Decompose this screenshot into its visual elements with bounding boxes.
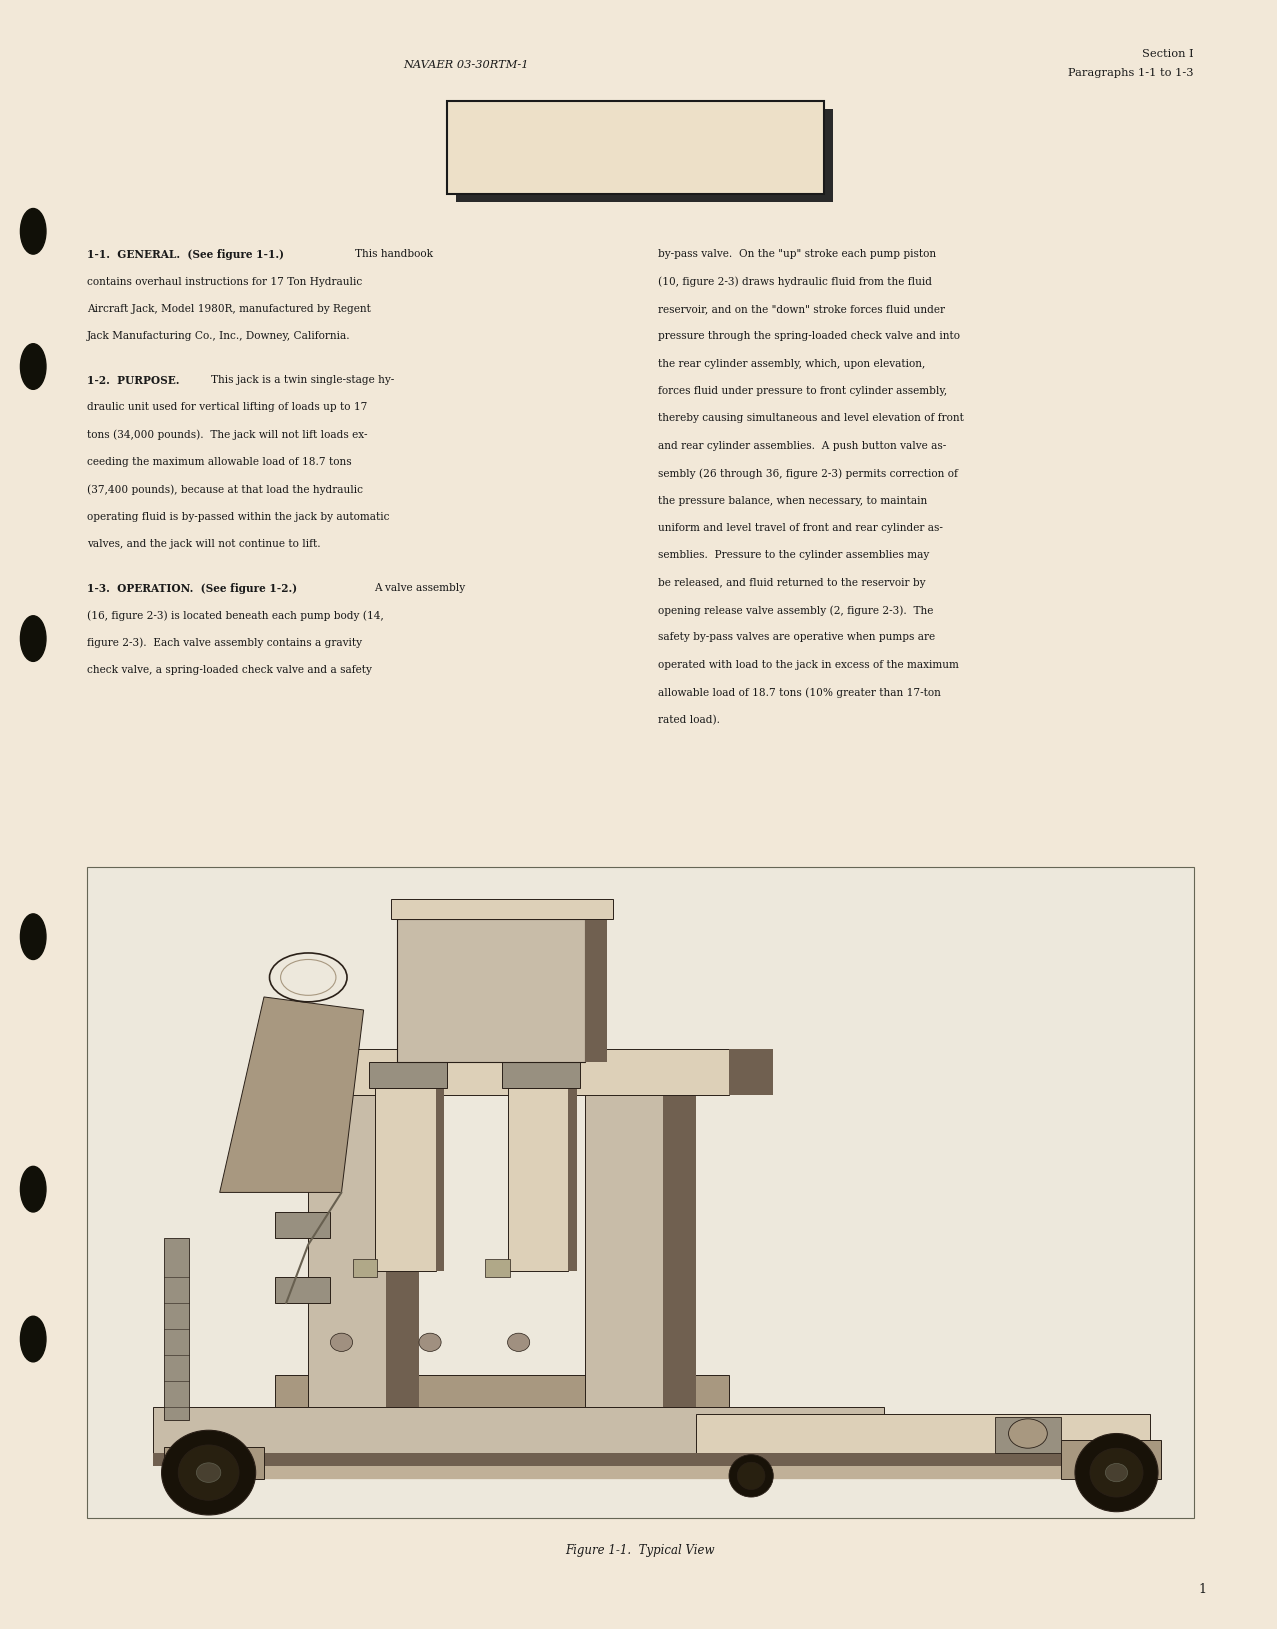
Text: Paragraphs 1-1 to 1-3: Paragraphs 1-1 to 1-3: [1069, 68, 1194, 78]
Polygon shape: [585, 1062, 663, 1407]
FancyBboxPatch shape: [447, 101, 824, 194]
Polygon shape: [663, 1062, 696, 1407]
FancyBboxPatch shape: [456, 109, 833, 202]
Ellipse shape: [331, 1333, 352, 1352]
Ellipse shape: [1091, 1448, 1143, 1497]
Text: check valve, a spring-loaded check valve and a safety: check valve, a spring-loaded check valve…: [87, 665, 372, 674]
Text: (10, figure 2-3) draws hydraulic fluid from the fluid: (10, figure 2-3) draws hydraulic fluid f…: [658, 277, 932, 287]
Bar: [87, 867, 1194, 1518]
Polygon shape: [696, 1414, 1149, 1453]
Ellipse shape: [20, 209, 46, 254]
Polygon shape: [275, 1049, 729, 1095]
Polygon shape: [696, 1453, 1149, 1466]
Text: sembly (26 through 36, figure 2-3) permits correction of: sembly (26 through 36, figure 2-3) permi…: [658, 468, 958, 479]
Bar: [374, 1088, 435, 1271]
Text: This jack is a twin single-stage hy-: This jack is a twin single-stage hy-: [211, 375, 395, 384]
Bar: [397, 919, 585, 1062]
Polygon shape: [1061, 1440, 1161, 1479]
Text: Jack Manufacturing Co., Inc., Downey, California.: Jack Manufacturing Co., Inc., Downey, Ca…: [87, 331, 350, 342]
Polygon shape: [391, 899, 613, 919]
Text: tons (34,000 pounds).  The jack will not lift loads ex-: tons (34,000 pounds). The jack will not …: [87, 430, 368, 440]
Bar: [507, 1088, 568, 1271]
Polygon shape: [369, 1062, 447, 1088]
Ellipse shape: [20, 914, 46, 959]
Text: operated with load to the jack in excess of the maximum: operated with load to the jack in excess…: [658, 660, 959, 670]
Text: forces fluid under pressure to front cylinder assembly,: forces fluid under pressure to front cyl…: [658, 386, 946, 396]
Polygon shape: [308, 1062, 386, 1407]
Text: uniform and level travel of front and rear cylinder as-: uniform and level travel of front and re…: [658, 523, 942, 533]
Polygon shape: [165, 1447, 264, 1479]
Ellipse shape: [197, 1463, 221, 1482]
Text: Section I: Section I: [1143, 49, 1194, 59]
Text: 1: 1: [1199, 1583, 1207, 1596]
Bar: [435, 1088, 444, 1271]
Polygon shape: [275, 1277, 331, 1303]
Polygon shape: [153, 1453, 884, 1466]
Text: operating fluid is by-passed within the jack by automatic: operating fluid is by-passed within the …: [87, 512, 389, 521]
Text: SECTION I: SECTION I: [590, 125, 682, 138]
Bar: [352, 1259, 377, 1277]
Text: 1-1.  GENERAL.  (See figure 1-1.): 1-1. GENERAL. (See figure 1-1.): [87, 249, 291, 261]
Text: the pressure balance, when necessary, to maintain: the pressure balance, when necessary, to…: [658, 495, 927, 505]
Ellipse shape: [729, 1455, 774, 1497]
Text: by-pass valve.  On the "up" stroke each pump piston: by-pass valve. On the "up" stroke each p…: [658, 249, 936, 259]
Polygon shape: [153, 1407, 884, 1453]
Ellipse shape: [162, 1430, 255, 1515]
Text: (16, figure 2-3) is located beneath each pump body (14,: (16, figure 2-3) is located beneath each…: [87, 611, 383, 621]
Text: NAVAER 03-30RTM-1: NAVAER 03-30RTM-1: [404, 60, 529, 70]
Bar: [585, 919, 607, 1062]
Ellipse shape: [20, 616, 46, 661]
Text: draulic unit used for vertical lifting of loads up to 17: draulic unit used for vertical lifting o…: [87, 402, 368, 412]
Text: This handbook: This handbook: [355, 249, 433, 259]
Polygon shape: [386, 1062, 419, 1407]
Text: ceeding the maximum allowable load of 18.7 tons: ceeding the maximum allowable load of 18…: [87, 458, 351, 468]
Ellipse shape: [20, 1166, 46, 1212]
Polygon shape: [729, 1049, 774, 1095]
Text: 1-3.  OPERATION.  (See figure 1-2.): 1-3. OPERATION. (See figure 1-2.): [87, 583, 304, 595]
Ellipse shape: [1009, 1419, 1047, 1448]
Text: safety by-pass valves are operative when pumps are: safety by-pass valves are operative when…: [658, 632, 935, 642]
Text: 1-2.  PURPOSE.: 1-2. PURPOSE.: [87, 375, 186, 386]
Polygon shape: [275, 1212, 331, 1238]
Text: be released, and fluid returned to the reservoir by: be released, and fluid returned to the r…: [658, 578, 925, 588]
Bar: [485, 1259, 510, 1277]
Bar: [568, 1088, 577, 1271]
Text: (37,400 pounds), because at that load the hydraulic: (37,400 pounds), because at that load th…: [87, 484, 363, 495]
Ellipse shape: [419, 1333, 441, 1352]
Polygon shape: [275, 1375, 729, 1407]
Bar: [165, 1238, 189, 1420]
Ellipse shape: [1106, 1463, 1128, 1482]
Ellipse shape: [20, 344, 46, 389]
Polygon shape: [153, 1453, 1149, 1479]
Text: contains overhaul instructions for 17 Ton Hydraulic: contains overhaul instructions for 17 To…: [87, 277, 363, 287]
Text: allowable load of 18.7 tons (10% greater than 17-ton: allowable load of 18.7 tons (10% greater…: [658, 687, 941, 697]
Bar: [995, 1417, 1061, 1453]
Text: valves, and the jack will not continue to lift.: valves, and the jack will not continue t…: [87, 539, 321, 549]
Text: the rear cylinder assembly, which, upon elevation,: the rear cylinder assembly, which, upon …: [658, 358, 925, 368]
Text: figure 2-3).  Each valve assembly contains a gravity: figure 2-3). Each valve assembly contain…: [87, 639, 361, 648]
Text: reservoir, and on the "down" stroke forces fluid under: reservoir, and on the "down" stroke forc…: [658, 305, 945, 314]
Ellipse shape: [507, 1333, 530, 1352]
Polygon shape: [502, 1062, 580, 1088]
Text: and rear cylinder assemblies.  A push button valve as-: and rear cylinder assemblies. A push but…: [658, 441, 946, 451]
Ellipse shape: [1075, 1434, 1158, 1512]
Text: pressure through the spring-loaded check valve and into: pressure through the spring-loaded check…: [658, 331, 959, 342]
Text: rated load).: rated load).: [658, 715, 720, 725]
Ellipse shape: [179, 1445, 239, 1500]
Text: Figure 1-1.  Typical View: Figure 1-1. Typical View: [566, 1544, 715, 1557]
Text: thereby causing simultaneous and level elevation of front: thereby causing simultaneous and level e…: [658, 414, 964, 424]
Text: Aircraft Jack, Model 1980R, manufactured by Regent: Aircraft Jack, Model 1980R, manufactured…: [87, 305, 370, 314]
Text: A valve assembly: A valve assembly: [374, 583, 465, 593]
Polygon shape: [220, 997, 364, 1192]
Text: opening release valve assembly (2, figure 2-3).  The: opening release valve assembly (2, figur…: [658, 604, 933, 616]
Ellipse shape: [737, 1463, 765, 1489]
Text: semblies.  Pressure to the cylinder assemblies may: semblies. Pressure to the cylinder assem…: [658, 551, 928, 560]
Ellipse shape: [20, 1316, 46, 1362]
Text: INTRODUCTION: INTRODUCTION: [558, 156, 714, 173]
